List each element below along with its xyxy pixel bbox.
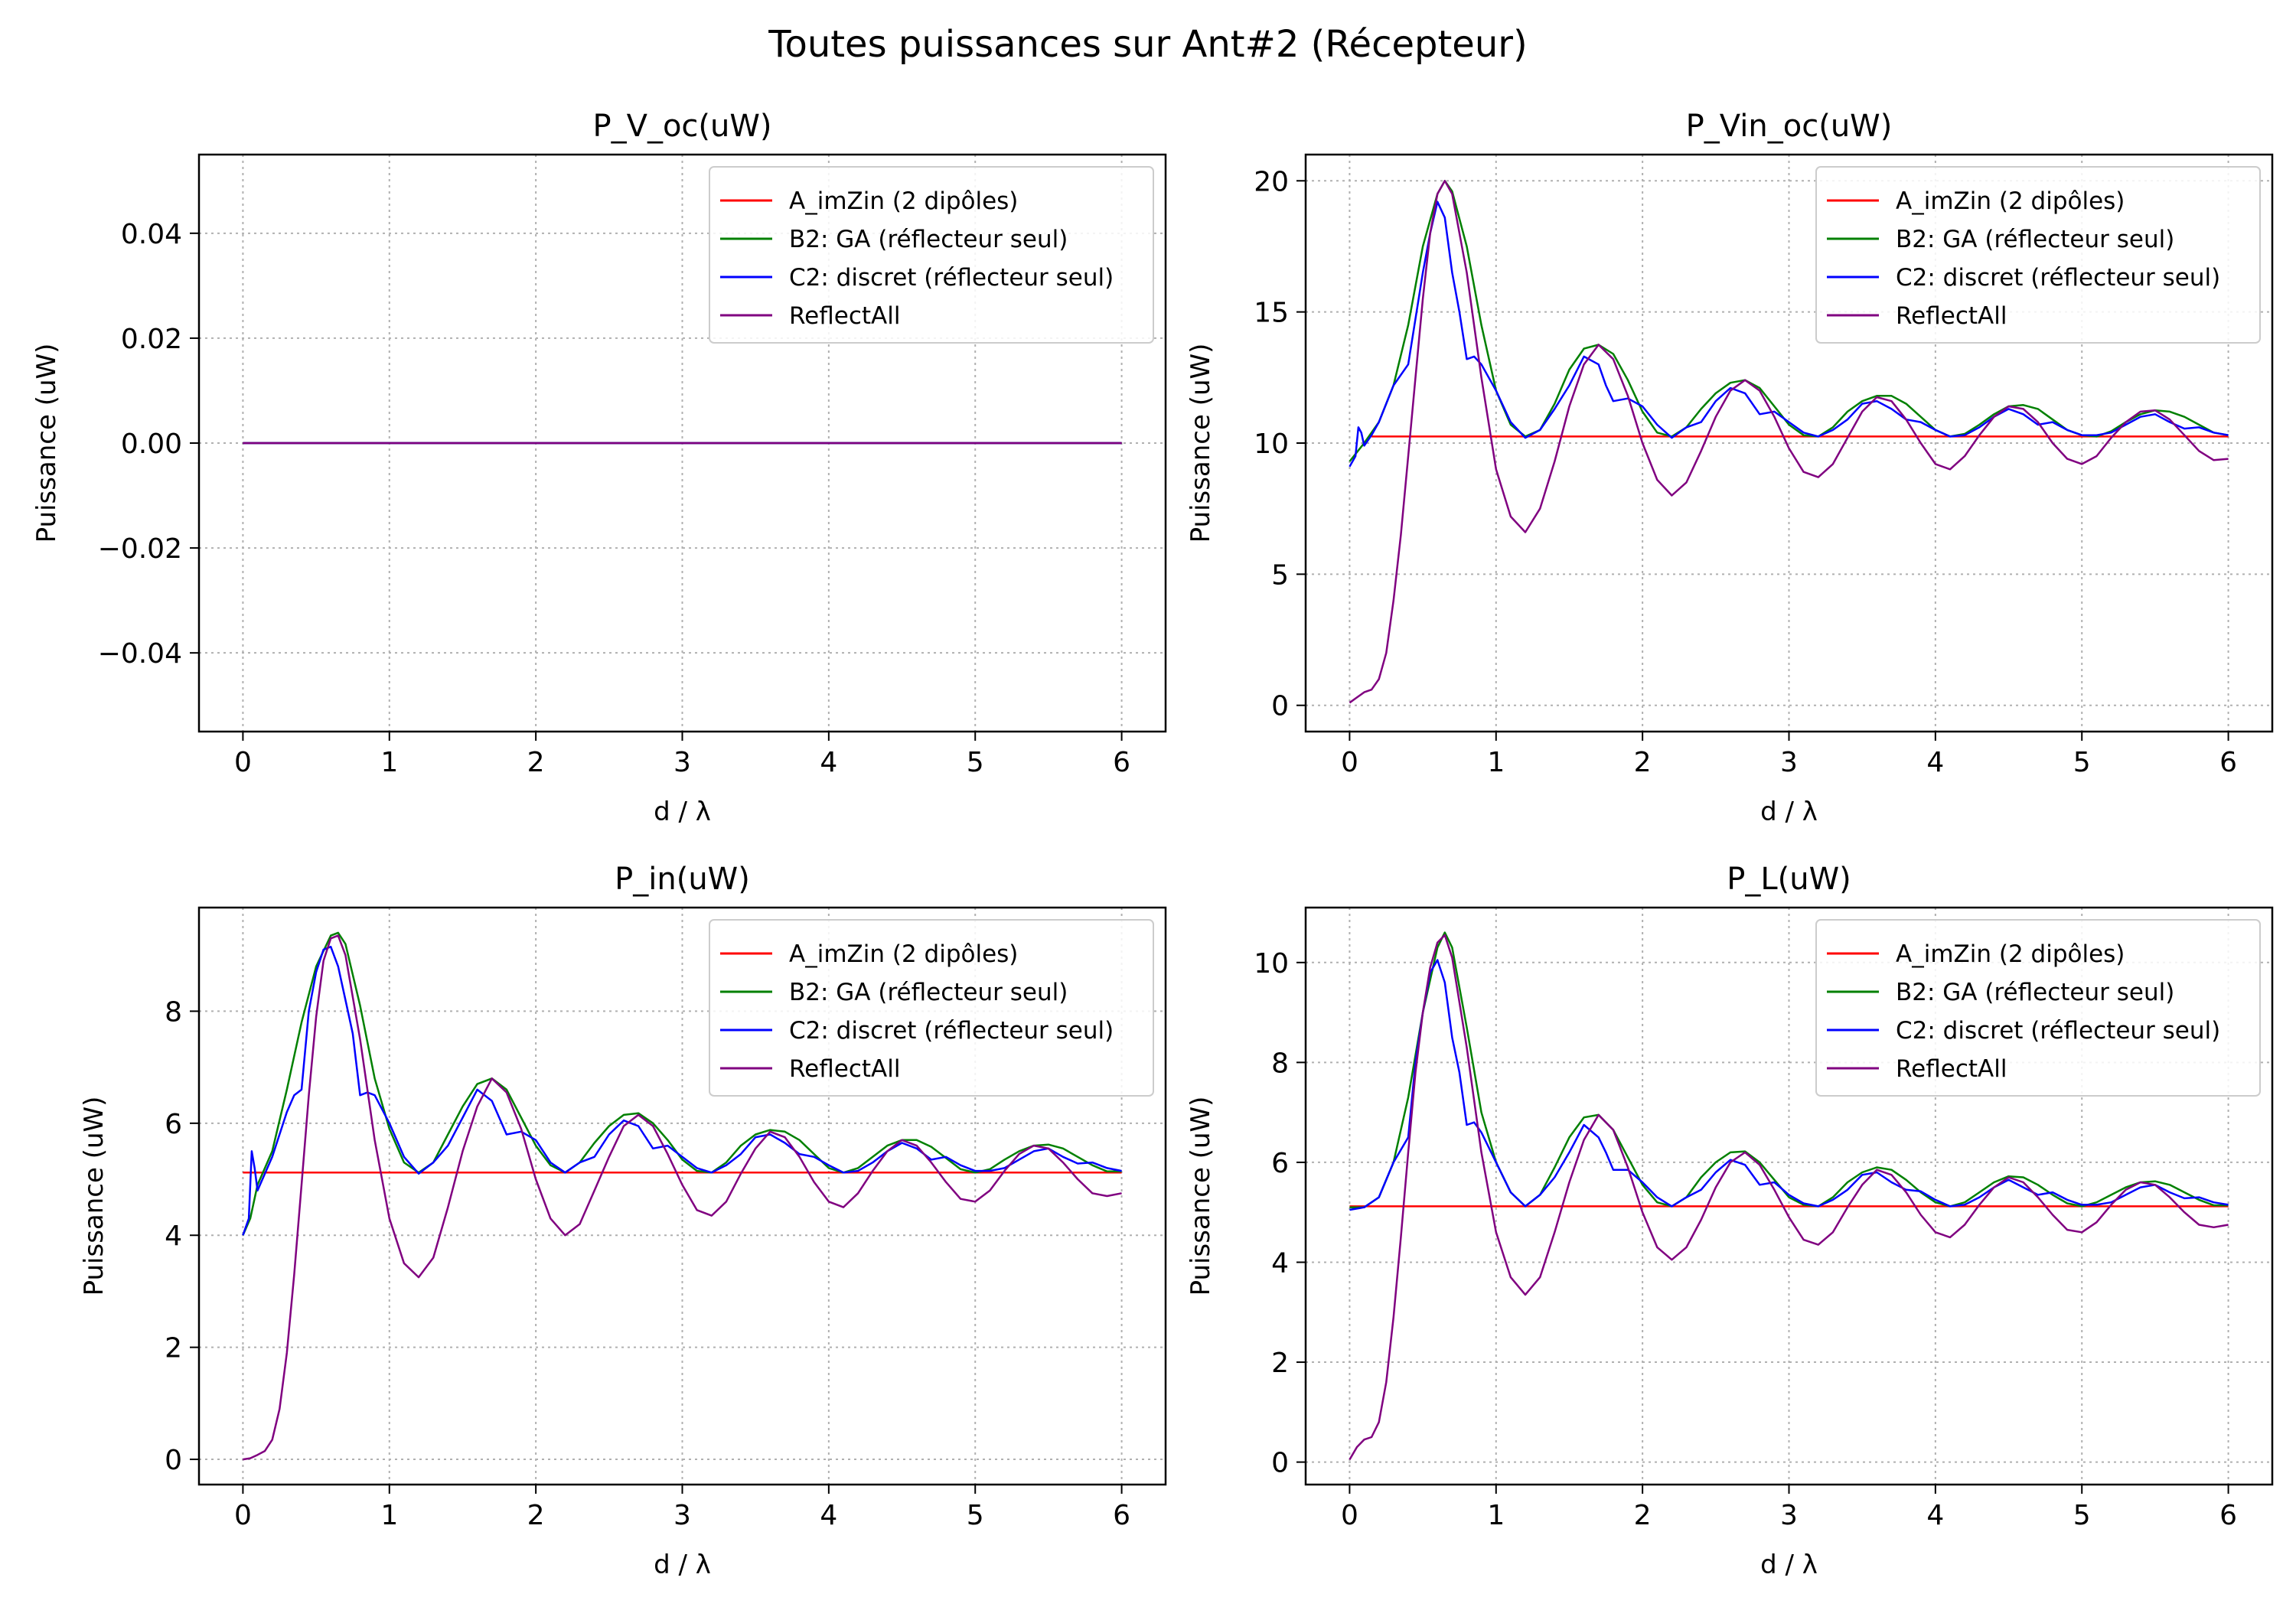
y-tick-label: 10 (1254, 948, 1289, 980)
legend-box (709, 166, 1154, 344)
x-tick-label: 1 (380, 1500, 398, 1531)
legend-label: ReflectAll (1896, 1055, 2007, 1083)
legend-label: C2: discret (réflecteur seul) (789, 264, 1114, 292)
legend-label: ReflectAll (789, 1055, 900, 1083)
y-tick-label: 15 (1254, 298, 1289, 329)
series-line (242, 931, 1122, 1236)
legend-box (1815, 166, 2261, 344)
series-line (1349, 200, 2229, 468)
subplot-title: P_V_oc(uW) (592, 109, 771, 144)
legend-box (709, 919, 1154, 1097)
y-tick-label: 2 (165, 1333, 182, 1364)
series-line (243, 934, 1122, 1461)
legend-label: B2: GA (réflecteur seul) (1896, 979, 2174, 1006)
x-tick-label: 0 (234, 747, 252, 778)
x-tick-label: 0 (234, 1500, 252, 1531)
x-tick-label: 5 (967, 1500, 984, 1531)
x-axis-label: d / λ (1760, 1550, 1818, 1580)
y-tick-label: 0.04 (121, 219, 182, 250)
series-line (1349, 934, 2229, 1461)
y-tick-label: −0.04 (98, 638, 182, 670)
subplot-3: 0 1 2 3 4 5 6 0 2 4 6 8 P_in(uW)d / λ Puissance (uW) A… (79, 862, 1167, 1580)
y-axis-label: Puissance (uW) (1186, 1097, 1216, 1296)
subplot-2: 0 1 2 3 4 5 6 0 5 10 15 20 P_Vin_oc(uW)d / λ Puissanc… (1186, 109, 2274, 827)
legend-label: B2: GA (réflecteur seul) (789, 226, 1068, 253)
y-tick-label: 8 (165, 996, 182, 1028)
legend: A_imZin (2 dipôles) B2: GA (réflecteur se… (709, 919, 1154, 1097)
x-axis-label: d / λ (654, 797, 711, 827)
y-tick-label: 2 (1271, 1348, 1289, 1379)
x-tick-label: 1 (380, 747, 398, 778)
x-tick-label: 1 (1487, 1500, 1505, 1531)
x-axis-label: d / λ (1760, 797, 1818, 827)
y-tick-label: 4 (1271, 1247, 1289, 1279)
y-tick-label: 0 (1271, 1448, 1289, 1479)
series-line (1349, 180, 2229, 704)
figure-title: Toutes puissances sur Ant#2 (Récepteur) (768, 23, 1528, 66)
y-tick-label: 10 (1254, 429, 1289, 460)
x-tick-label: 2 (527, 1500, 545, 1531)
subplot-4: 0 1 2 3 4 5 6 0 2 4 6 8 10 P_L(uW)d / λ Puissance (uW)… (1186, 862, 2274, 1580)
legend-label: B2: GA (réflecteur seul) (1896, 226, 2174, 253)
legend-label: C2: discret (réflecteur seul) (1896, 1017, 2220, 1045)
legend-label: B2: GA (réflecteur seul) (789, 979, 1068, 1006)
legend-label: ReflectAll (1896, 302, 2007, 330)
y-tick-label: 0.02 (121, 324, 182, 355)
y-tick-label: −0.02 (98, 533, 182, 565)
x-tick-label: 6 (2219, 747, 2237, 778)
y-tick-label: 0 (165, 1445, 182, 1476)
x-tick-label: 3 (673, 747, 691, 778)
y-tick-label: 6 (165, 1109, 182, 1140)
y-axis-label: Puissance (uW) (1186, 344, 1216, 543)
subplot-title: P_Vin_oc(uW) (1686, 109, 1893, 144)
x-tick-label: 0 (1341, 747, 1358, 778)
x-tick-label: 6 (1113, 747, 1130, 778)
legend: A_imZin (2 dipôles) B2: GA (réflecteur se… (1815, 166, 2261, 344)
y-tick-label: 0 (1271, 691, 1289, 722)
x-tick-label: 6 (2219, 1500, 2237, 1531)
x-tick-label: 2 (527, 747, 545, 778)
series-line (242, 945, 1122, 1236)
x-tick-label: 3 (673, 1500, 691, 1531)
x-tick-label: 6 (1113, 1500, 1130, 1531)
legend-label: C2: discret (réflecteur seul) (1896, 264, 2220, 292)
subplot-title: P_in(uW) (615, 862, 750, 897)
x-tick-label: 2 (1634, 1500, 1652, 1531)
x-tick-label: 3 (1780, 1500, 1798, 1531)
series-line (1349, 959, 2229, 1211)
legend: A_imZin (2 dipôles) B2: GA (réflecteur se… (1815, 919, 2261, 1097)
x-tick-label: 4 (820, 1500, 837, 1531)
y-tick-label: 5 (1271, 559, 1289, 591)
legend-box (1815, 919, 2261, 1097)
x-tick-label: 0 (1341, 1500, 1358, 1531)
x-tick-label: 4 (1926, 747, 1944, 778)
legend-label: A_imZin (2 dipôles) (1896, 187, 2125, 215)
legend-label: A_imZin (2 dipôles) (789, 187, 1018, 215)
y-tick-label: 4 (165, 1221, 182, 1252)
legend-label: C2: discret (réflecteur seul) (789, 1017, 1114, 1045)
x-tick-label: 3 (1780, 747, 1798, 778)
x-tick-label: 1 (1487, 747, 1505, 778)
legend: A_imZin (2 dipôles) B2: GA (réflecteur se… (709, 166, 1154, 344)
subplot-title: P_L(uW) (1727, 862, 1851, 897)
y-tick-label: 8 (1271, 1048, 1289, 1079)
x-axis-label: d / λ (654, 1550, 711, 1580)
y-axis-label: Puissance (uW) (31, 344, 62, 543)
y-tick-label: 6 (1271, 1148, 1289, 1179)
x-tick-label: 5 (2073, 1500, 2091, 1531)
x-tick-label: 4 (820, 747, 837, 778)
legend-label: A_imZin (2 dipôles) (1896, 940, 2125, 968)
y-axis-label: Puissance (uW) (79, 1097, 109, 1296)
subplot-1: 0 1 2 3 4 5 6 −0.04 −0.02 0.00 0.02 0.04 P_V_oc(uW)d… (31, 109, 1167, 827)
x-tick-label: 5 (2073, 747, 2091, 778)
x-tick-label: 2 (1634, 747, 1652, 778)
y-tick-label: 20 (1254, 166, 1289, 197)
legend-label: A_imZin (2 dipôles) (789, 940, 1018, 968)
x-tick-label: 5 (967, 747, 984, 778)
y-tick-label: 0.00 (121, 429, 182, 460)
x-tick-label: 4 (1926, 1500, 1944, 1531)
legend-label: ReflectAll (789, 302, 900, 330)
